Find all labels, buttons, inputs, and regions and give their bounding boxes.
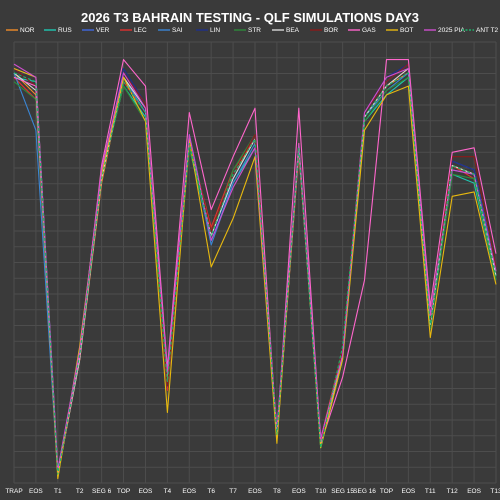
x-tick-label: T10: [315, 488, 327, 495]
x-tick-label: EOS: [401, 488, 415, 495]
x-axis-ticks: TRAP EOS T1 T2 SEG 6 TOP EOS T4 EOS T6 T7 EOS T8 EOS T…: [5, 488, 500, 495]
x-tick-label: T13: [490, 488, 500, 495]
x-tick-label: SEG 15: [331, 488, 354, 495]
legend-label: BEA: [286, 27, 300, 34]
x-tick-label: EOS: [292, 488, 306, 495]
series-line: [13, 72, 497, 475]
legend-label: LIN: [210, 27, 220, 34]
x-tick-label: T11: [425, 488, 436, 495]
x-tick-label: EOS: [248, 488, 262, 495]
legend-label: STR: [248, 27, 261, 34]
x-tick-label: TRAP: [5, 488, 22, 495]
x-tick-label: T7: [229, 488, 237, 495]
legend-label: BOT: [400, 27, 413, 34]
x-tick-label: T1: [54, 488, 62, 495]
x-tick-label: T8: [273, 488, 281, 495]
legend-label: ANT T2: [476, 27, 499, 34]
legend-label: RUS: [58, 27, 72, 34]
x-tick-label: T4: [164, 488, 172, 495]
x-tick-label: SEG 6: [92, 488, 112, 495]
x-tick-label: SEG 16: [353, 488, 376, 495]
legend-label: 2025 PIA: [438, 27, 465, 34]
x-tick-label: TOP: [380, 488, 393, 495]
x-tick-label: EOS: [29, 488, 43, 495]
chart-title: 2026 T3 BAHRAIN TESTING - QLF SIMULATION…: [81, 10, 419, 25]
legend-label: GAS: [362, 27, 376, 34]
x-tick-label: TOP: [117, 488, 130, 495]
x-tick-label: T6: [207, 488, 215, 495]
x-tick-label: EOS: [139, 488, 153, 495]
legend-label: LEC: [134, 27, 147, 34]
x-tick-label: EOS: [182, 488, 196, 495]
legend-label: BOR: [324, 27, 338, 34]
legend-label: VER: [96, 27, 110, 34]
legend: NOR RUS VER LEC SAI LIN STR BEA BOR GAS BOT 2025 PI…: [6, 27, 499, 34]
x-tick-label: T12: [447, 488, 459, 495]
x-tick-label: T2: [76, 488, 84, 495]
series-layer: [13, 59, 497, 480]
legend-label: NOR: [20, 27, 35, 34]
legend-label: SAI: [172, 27, 183, 34]
series-line: [13, 63, 497, 471]
x-tick-label: EOS: [467, 488, 481, 495]
